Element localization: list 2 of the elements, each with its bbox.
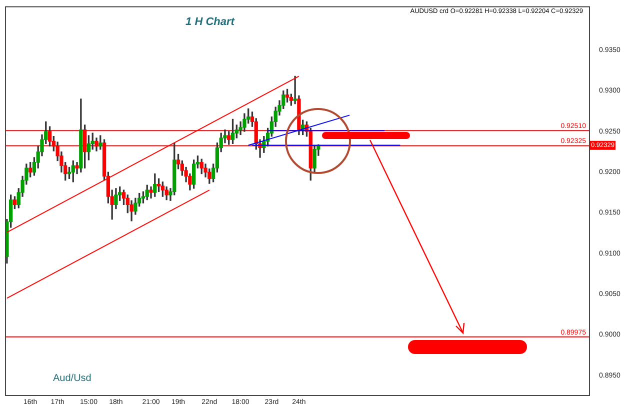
text: 1 H Chart bbox=[186, 16, 236, 28]
annotation: Aud/Usd bbox=[53, 372, 92, 384]
